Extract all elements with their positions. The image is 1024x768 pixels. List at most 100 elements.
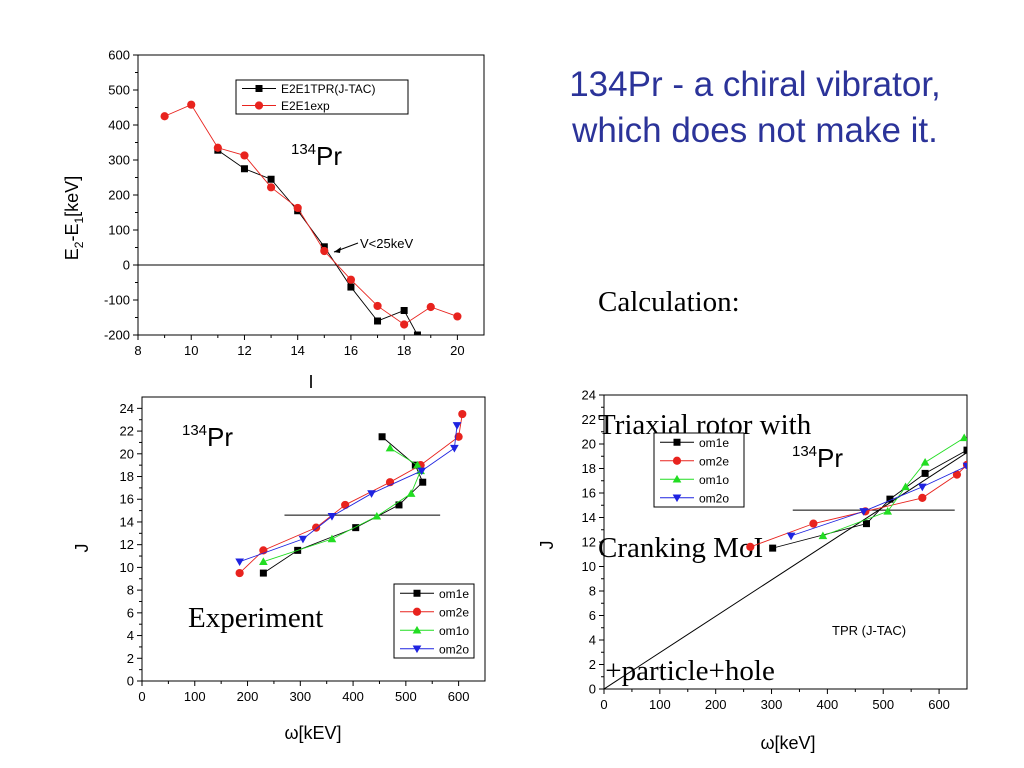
data-point-om2e	[458, 409, 467, 419]
x-tick-label: 600	[928, 697, 950, 712]
x-tick-label: 300	[289, 689, 311, 704]
data-point-om1o	[901, 482, 910, 491]
y-tick-label: 10	[120, 560, 134, 575]
data-point-om1o	[372, 511, 382, 520]
data-point-om1o	[959, 433, 967, 442]
data-point-om2o	[298, 535, 308, 544]
experiment-label: Experiment	[188, 602, 324, 634]
data-point-E2E1exp	[293, 203, 302, 213]
legend-label: om2e	[699, 454, 729, 468]
y-tick-label: 14	[582, 510, 596, 525]
y-tick-label: 6	[589, 608, 596, 623]
data-point-om2e	[809, 519, 818, 528]
data-point-om1e	[963, 446, 967, 454]
data-point-om2e	[746, 542, 755, 552]
y-tick-label: 4	[589, 633, 596, 648]
data-point-om1o	[406, 489, 416, 497]
y-tick-label: 18	[120, 469, 134, 484]
data-point-om1e	[259, 569, 267, 577]
data-point-om1o	[327, 534, 337, 543]
slide-title: 134Pr - a chiral vibrator, which does no…	[520, 62, 990, 154]
data-point-om1e	[378, 433, 386, 441]
data-point-om1o	[413, 460, 422, 469]
y-tick-label: 24	[582, 388, 596, 403]
x-tick-label: 200	[705, 697, 727, 712]
nucleus-label: 134Pr	[792, 443, 843, 473]
data-point-om1o	[883, 507, 893, 515]
x-axis-label: ω[keV]	[760, 733, 815, 753]
data-point-om1o	[259, 557, 268, 565]
y-tick-label: 0	[123, 258, 130, 273]
y-tick-label: 24	[120, 401, 134, 416]
y-tick-label: 10	[582, 559, 596, 574]
data-point-E2E1exp	[426, 302, 435, 312]
y-tick-label: 500	[108, 83, 130, 98]
nucleus-mass: 134	[291, 141, 316, 158]
data-point-E2E1exp	[320, 246, 329, 256]
data-point-E2E1exp	[373, 301, 382, 311]
data-point-om1e	[921, 469, 929, 477]
data-point-om1o	[920, 458, 930, 466]
data-point-om2e	[918, 493, 927, 502]
nucleus-label: 134Pr	[291, 141, 342, 171]
y-axis-label: J	[537, 541, 557, 550]
data-point-om2e	[952, 470, 962, 479]
legend-label: om1o	[699, 473, 729, 487]
data-point-om1e	[769, 544, 777, 552]
legend-marker	[672, 474, 682, 483]
x-tick-label: 100	[184, 689, 206, 704]
plot-area	[235, 409, 467, 578]
y-axis-label-part: E	[62, 248, 82, 260]
y-tick-label: 16	[120, 492, 134, 507]
nucleus-label: 134Pr	[182, 422, 233, 452]
y-tick-label: 12	[582, 535, 596, 550]
y-tick-label: 4	[127, 628, 134, 643]
y-axis-label: J	[72, 544, 92, 553]
nucleus-mass: 134	[792, 443, 817, 460]
y-tick-label: -200	[104, 328, 130, 343]
series-line-om2e	[239, 413, 463, 574]
y-tick-label: 0	[589, 682, 596, 697]
y-tick-label: 2	[127, 651, 134, 666]
y-tick-label: 22	[582, 412, 596, 427]
data-point-om1o	[818, 531, 828, 540]
series-line-om2e	[750, 464, 967, 548]
series-line-om2o	[790, 465, 967, 537]
calc-line: +particle+hole	[598, 655, 775, 687]
legend-marker	[412, 607, 422, 616]
x-tick-label: 8	[134, 343, 141, 358]
data-point-E2E1exp	[213, 143, 222, 152]
data-point-om2o	[452, 422, 462, 430]
legend-label: om1e	[699, 436, 729, 450]
y-tick-label: 400	[108, 118, 130, 133]
x-tick-label: 100	[649, 697, 671, 712]
y-tick-label: 2	[589, 657, 596, 672]
nucleus-symbol: Pr	[207, 422, 233, 452]
data-point-E2E1TPR(J-TAC)	[413, 331, 421, 335]
y-tick-label: 200	[108, 188, 130, 203]
x-axis-label: ω[kEV]	[284, 723, 341, 743]
y-tick-label: 8	[589, 584, 596, 599]
x-tick-label: 14	[290, 343, 304, 358]
data-point-E2E1exp	[160, 112, 169, 121]
x-tick-label: 400	[342, 689, 364, 704]
y-axis-label-part: -E	[62, 224, 82, 242]
data-point-om1o	[385, 443, 395, 452]
x-tick-label: 300	[761, 697, 783, 712]
legend-marker	[672, 456, 682, 465]
data-point-om2o	[367, 490, 376, 498]
y-axis-label-subscript: 1	[72, 217, 86, 224]
data-point-om2o	[235, 558, 244, 567]
y-tick-label: -100	[104, 293, 130, 308]
y-tick-label: 20	[582, 437, 596, 452]
x-tick-label: 500	[872, 697, 894, 712]
legend-label: om1o	[439, 624, 469, 638]
y-axis-label-subscript: 2	[72, 241, 86, 248]
x-tick-label: 600	[448, 689, 470, 704]
y-tick-label: 20	[120, 446, 134, 461]
nucleus-mass: 134	[182, 422, 207, 439]
y-tick-label: 600	[108, 48, 130, 63]
